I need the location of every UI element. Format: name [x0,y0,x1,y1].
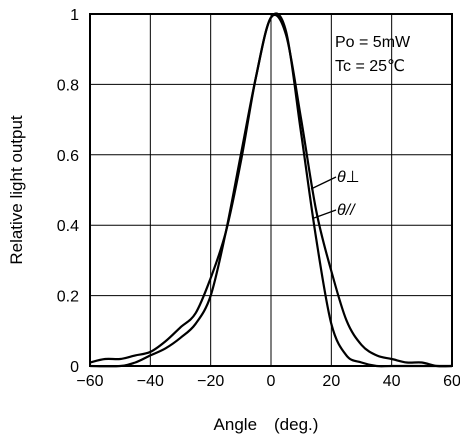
y-tick-label: 0 [70,359,79,376]
y-tick-label: 0.6 [57,148,79,165]
x-axis-label: Angle (deg.) [214,415,319,434]
curves [89,12,453,368]
tick-labels: −60 −40 −20 0 20 40 60 0 0.2 0.4 0.6 0.8 1 [57,7,460,390]
plot-frame [89,13,453,367]
leader-parallel [313,209,337,219]
x-tick-label: 60 [443,373,460,390]
series-label-parallel: θ// [337,202,356,219]
y-tick-label: 0.4 [57,218,79,235]
series-line-1 [89,12,452,368]
y-tick-label: 0.8 [57,77,79,94]
y-axis-label: Relative light output [7,115,26,265]
series-label-perp: θ⊥ [337,169,360,186]
annotation-temp: Tc = 25℃ [335,58,405,75]
y-tick-label: 0.2 [57,289,79,306]
x-tick-label: 0 [267,373,276,390]
x-tick-label: 40 [383,373,401,390]
x-tick-label: −20 [197,373,224,390]
x-tick-label: 20 [322,373,340,390]
y-tick-label: 1 [70,7,79,24]
annotation-power: Po = 5mW [335,34,411,51]
leader-perp [310,176,337,190]
x-tick-label: −40 [137,373,164,390]
x-tick-label: −60 [76,373,103,390]
